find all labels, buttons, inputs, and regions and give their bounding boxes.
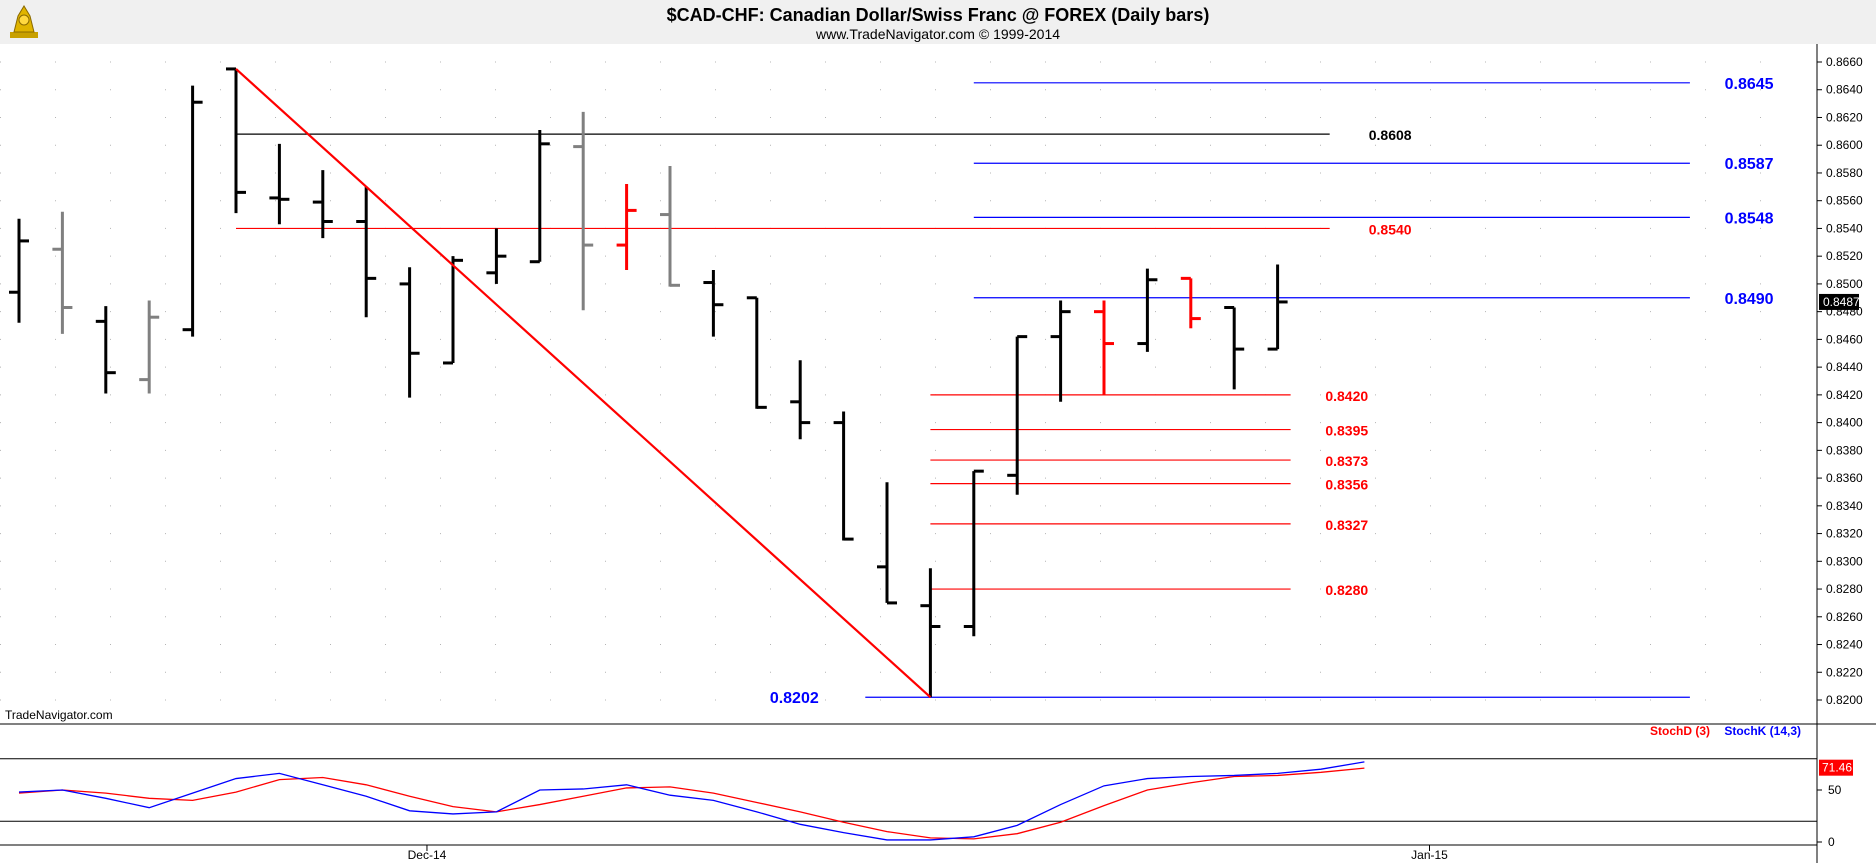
ohlc-bar bbox=[95, 306, 116, 394]
ohlc-bar bbox=[182, 85, 203, 337]
stochastic-plot-area bbox=[0, 725, 1817, 845]
ohlc-bar bbox=[486, 228, 507, 284]
ohlc-bar bbox=[399, 267, 420, 398]
stochastic-tick-label: 50 bbox=[1828, 783, 1842, 797]
level-label: 0.8548 bbox=[1725, 210, 1774, 227]
ohlc-bar bbox=[1050, 300, 1071, 402]
ohlc-bar bbox=[1180, 276, 1201, 329]
stochastic-series-line bbox=[18, 761, 1365, 841]
trendline-layer bbox=[235, 68, 932, 699]
price-tick-label: 0.8360 bbox=[1826, 471, 1863, 485]
price-tick-label: 0.8620 bbox=[1826, 110, 1863, 124]
ohlc-bar bbox=[963, 469, 984, 637]
chart-title: $CAD-CHF: Canadian Dollar/Swiss Franc @ … bbox=[667, 5, 1210, 25]
price-tick-label: 0.8500 bbox=[1826, 277, 1863, 291]
date-tick-label: Dec-14 bbox=[408, 848, 447, 862]
ohlc-bar bbox=[139, 300, 160, 394]
price-tick-label: 0.8520 bbox=[1826, 249, 1863, 263]
price-tick-label: 0.8300 bbox=[1826, 554, 1863, 568]
ohlc-bar bbox=[877, 482, 897, 605]
chart-subtitle: www.TradeNavigator.com © 1999-2014 bbox=[815, 26, 1060, 42]
ohlc-bar bbox=[1007, 335, 1028, 495]
price-tick-label: 0.8400 bbox=[1826, 416, 1863, 430]
price-tick-label: 0.8560 bbox=[1826, 194, 1863, 208]
price-plot-area bbox=[0, 44, 1817, 724]
date-tick-label: Jan-15 bbox=[1411, 848, 1448, 862]
stochastic-last-marker bbox=[1819, 759, 1853, 776]
price-tick-label: 0.8440 bbox=[1826, 360, 1863, 374]
trendline bbox=[235, 68, 932, 699]
last-price-marker bbox=[1819, 293, 1859, 310]
ohlc-bar bbox=[443, 256, 463, 365]
ohlc-bar bbox=[9, 218, 29, 323]
level-label: 0.8608 bbox=[1369, 127, 1412, 143]
stochastic-legend-item: StochD (3) bbox=[1650, 724, 1710, 738]
price-tick-label: 0.8200 bbox=[1826, 693, 1863, 707]
price-tick-label: 0.8660 bbox=[1826, 55, 1863, 69]
last-price-label: 0.8487 bbox=[1823, 295, 1860, 309]
price-tick-label: 0.8260 bbox=[1826, 610, 1863, 624]
ohlc-bar bbox=[573, 111, 594, 311]
level-label: 0.8280 bbox=[1325, 582, 1368, 598]
ohlc-bar bbox=[1224, 305, 1245, 390]
stochastic-legend-item: StochK (14,3) bbox=[1724, 724, 1801, 738]
price-tick-label: 0.8600 bbox=[1826, 138, 1863, 152]
level-label: 0.8327 bbox=[1325, 517, 1368, 533]
ohlc-bar bbox=[746, 296, 767, 409]
level-label: 0.8490 bbox=[1725, 291, 1774, 308]
price-tick-label: 0.8380 bbox=[1826, 443, 1863, 457]
stochastic-last-label: 71.46 bbox=[1822, 761, 1852, 775]
ohlc-bar bbox=[269, 143, 290, 225]
watermark: TradeNavigator.com bbox=[5, 708, 113, 722]
ohlc-bar bbox=[226, 67, 246, 214]
ohlc-bar bbox=[312, 170, 333, 239]
level-label: 0.8540 bbox=[1369, 221, 1412, 237]
price-tick-label: 0.8340 bbox=[1826, 499, 1863, 513]
date-axis: Dec-14 Jan-15 bbox=[408, 845, 1448, 862]
ohlc-bar bbox=[920, 568, 941, 698]
ohlc-bar bbox=[52, 211, 73, 334]
level-label: 0.8395 bbox=[1325, 423, 1368, 439]
price-tick-label: 0.8640 bbox=[1826, 83, 1863, 97]
ohlc-bar bbox=[616, 184, 637, 271]
ohlc-bar bbox=[529, 129, 550, 264]
ohlc-bar bbox=[1137, 268, 1158, 352]
ohlc-bar bbox=[790, 360, 811, 440]
level-label: 0.8202 bbox=[770, 690, 819, 707]
price-axis: 0.8660 0.8640 0.8620 0.8600 0.8580 0.8560 0.85… bbox=[1817, 55, 1863, 707]
ohlc-bar bbox=[356, 186, 377, 318]
ohlc-bar bbox=[660, 166, 680, 287]
price-tick-label: 0.8220 bbox=[1826, 665, 1863, 679]
ohlc-bar bbox=[833, 411, 854, 541]
price-levels: 0.8608 0.8540 0.8645 0.8587 0.8548 0.8490 0.84… bbox=[236, 76, 1774, 707]
price-tick-label: 0.8280 bbox=[1826, 582, 1863, 596]
price-tick-label: 0.8460 bbox=[1826, 332, 1863, 346]
ohlc-bar bbox=[1094, 300, 1114, 395]
level-label: 0.8420 bbox=[1325, 388, 1368, 404]
price-tick-label: 0.8240 bbox=[1826, 638, 1863, 652]
price-tick-label: 0.8540 bbox=[1826, 221, 1863, 235]
level-label: 0.8587 bbox=[1725, 156, 1774, 173]
ohlc-bar bbox=[1267, 264, 1288, 351]
level-label: 0.8373 bbox=[1325, 453, 1368, 469]
price-tick-label: 0.8580 bbox=[1826, 166, 1863, 180]
header-panel bbox=[0, 0, 1876, 44]
stochastic-axis: 50 0 71.46 bbox=[1817, 759, 1853, 849]
stochastic-series-line bbox=[18, 767, 1365, 840]
logo-icon bbox=[10, 5, 38, 38]
stochastic-tick-label: 0 bbox=[1828, 835, 1835, 849]
price-tick-label: 0.8420 bbox=[1826, 388, 1863, 402]
level-label: 0.8645 bbox=[1725, 76, 1774, 93]
level-label: 0.8356 bbox=[1325, 477, 1368, 493]
stochastic-panel: StochD (3) StochK (14,3) bbox=[0, 724, 1817, 845]
ohlc-bar bbox=[703, 270, 724, 337]
price-bars bbox=[9, 67, 1288, 698]
price-tick-label: 0.8320 bbox=[1826, 527, 1863, 541]
